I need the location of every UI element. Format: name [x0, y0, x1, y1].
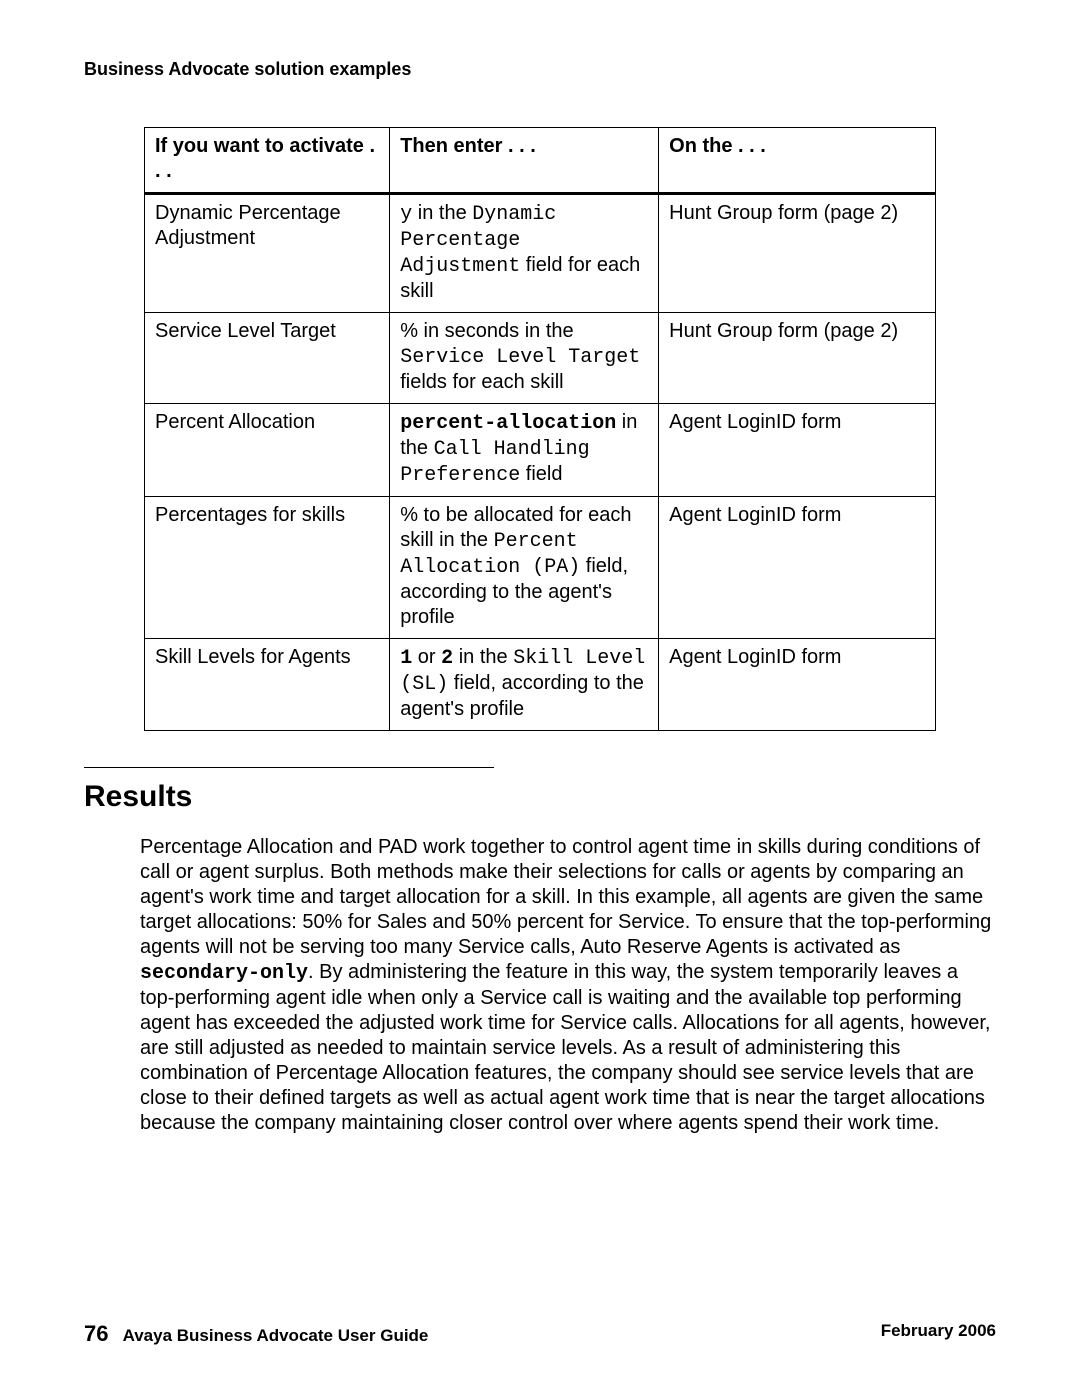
cell-text: or — [412, 646, 441, 668]
code-text: 1 — [400, 647, 412, 670]
table-row: Percent Allocation percent-allocation in… — [145, 403, 936, 496]
cell-text: in the — [453, 646, 513, 668]
page-footer: 76 Avaya Business Advocate User Guide Fe… — [84, 1320, 996, 1348]
code-text: 2 — [441, 647, 453, 670]
results-paragraph: Percentage Allocation and PAD work toget… — [140, 835, 996, 1136]
table-header-activate: If you want to activate . . . — [145, 127, 390, 193]
cell-text: % in seconds in the — [400, 320, 573, 342]
footer-date: February 2006 — [881, 1320, 996, 1341]
cell-enter: y in the Dynamic Percentage Adjustment f… — [390, 193, 659, 312]
table-row: Percentages for skills % to be allocated… — [145, 496, 936, 638]
cell-activate: Percent Allocation — [145, 403, 390, 496]
table-row: Service Level Target % in seconds in the… — [145, 312, 936, 403]
running-header: Business Advocate solution examples — [84, 58, 996, 81]
cell-enter: 1 or 2 in the Skill Level (SL) field, ac… — [390, 638, 659, 730]
cell-on: Agent LoginID form — [659, 496, 936, 638]
activation-table-wrap: If you want to activate . . . Then enter… — [144, 127, 936, 731]
cell-text: in the — [412, 202, 472, 224]
activation-table: If you want to activate . . . Then enter… — [144, 127, 936, 731]
section-divider — [84, 767, 494, 768]
page-number: 76 — [84, 1321, 108, 1346]
cell-activate: Dynamic Percentage Adjustment — [145, 193, 390, 312]
paragraph-text: Percentage Allocation and PAD work toget… — [140, 836, 991, 958]
cell-on: Hunt Group form (page 2) — [659, 312, 936, 403]
table-header-enter: Then enter . . . — [390, 127, 659, 193]
paragraph-text: . By administering the feature in this w… — [140, 961, 990, 1134]
cell-on: Agent LoginID form — [659, 638, 936, 730]
code-text: Service Level Target — [400, 346, 640, 369]
table-header-row: If you want to activate . . . Then enter… — [145, 127, 936, 193]
page: Business Advocate solution examples If y… — [0, 0, 1080, 1397]
cell-on: Hunt Group form (page 2) — [659, 193, 936, 312]
code-text: y — [400, 203, 412, 226]
cell-activate: Percentages for skills — [145, 496, 390, 638]
cell-enter: % in seconds in the Service Level Target… — [390, 312, 659, 403]
code-text: secondary-only — [140, 962, 308, 985]
results-heading: Results — [84, 778, 996, 816]
table-header-on: On the . . . — [659, 127, 936, 193]
table-row: Skill Levels for Agents 1 or 2 in the Sk… — [145, 638, 936, 730]
code-text: percent-allocation — [400, 412, 616, 435]
book-title: Avaya Business Advocate User Guide — [123, 1326, 429, 1345]
cell-text: field — [520, 463, 562, 485]
cell-enter: percent-allocation in the Call Handling … — [390, 403, 659, 496]
cell-activate: Service Level Target — [145, 312, 390, 403]
cell-enter: % to be allocated for each skill in the … — [390, 496, 659, 638]
cell-text: fields for each skill — [400, 371, 563, 393]
cell-on: Agent LoginID form — [659, 403, 936, 496]
table-row: Dynamic Percentage Adjustment y in the D… — [145, 193, 936, 312]
cell-activate: Skill Levels for Agents — [145, 638, 390, 730]
